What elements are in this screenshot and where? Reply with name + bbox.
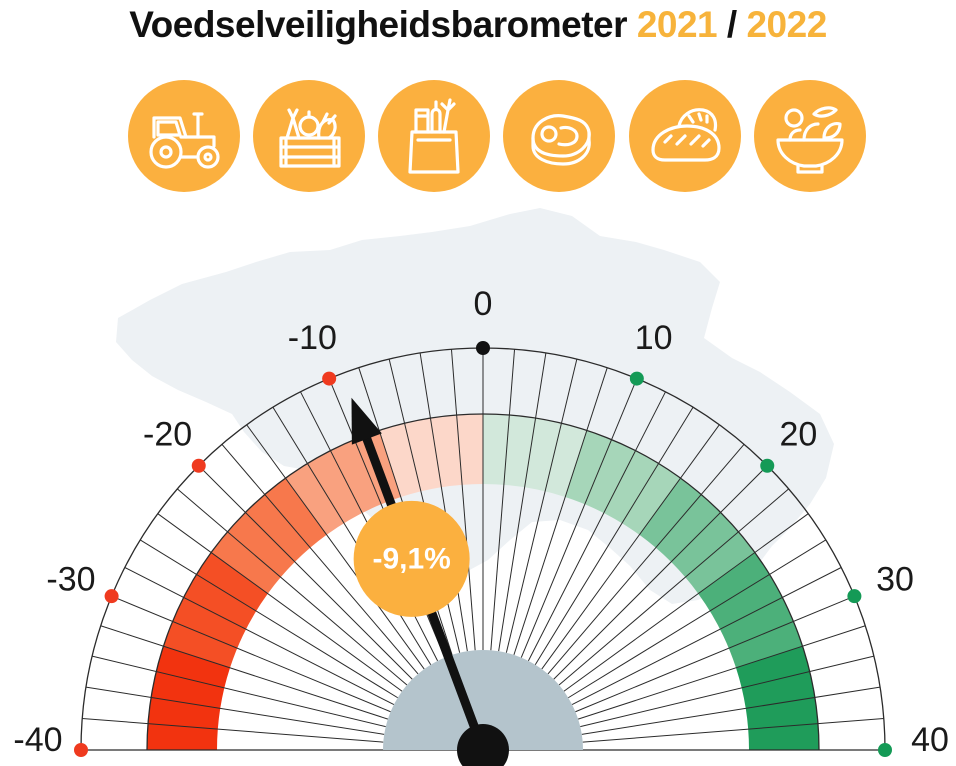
gauge-tick: [577, 625, 866, 720]
gauge-band: [698, 552, 803, 668]
gauge-major-marker: [476, 341, 490, 355]
gauge-tick-labels: -40 -30 -20 -10 0 10 20 30 40: [13, 285, 948, 759]
gauge-hub: [383, 650, 583, 750]
gauge-tick: [82, 717, 384, 743]
gauge-tick: [568, 539, 827, 699]
gauge-major-marker: [191, 458, 206, 473]
value-badge: -9,1%: [353, 500, 470, 617]
bread-icon: [629, 80, 741, 192]
value-badge-label: -9,1%: [372, 542, 450, 575]
gauge-tick: [176, 488, 408, 686]
gauge-tick: [558, 488, 790, 686]
gauge-major-marker: [629, 371, 644, 386]
gauge-tick: [547, 443, 745, 675]
gauge-tick: [505, 358, 578, 653]
gauge-tick: [246, 424, 425, 670]
gauge-tick: [100, 625, 389, 720]
page-title: Voedselveiligheidsbarometer 2021 / 2022: [0, 0, 956, 50]
gauge-band: [483, 414, 587, 498]
gauge-tick-label: -40: [13, 721, 62, 759]
gauge-major-marker: [74, 743, 88, 757]
gauge-tick: [498, 352, 547, 652]
gauge-tick: [541, 424, 720, 670]
gauge-tick: [580, 655, 875, 728]
gauge-tick: [563, 513, 809, 692]
salad-bowl-icon: [754, 80, 866, 192]
gauge-band: [565, 430, 681, 535]
gauge-tick: [527, 391, 666, 662]
gauge-tick: [534, 406, 694, 665]
steak-icon: [503, 80, 615, 192]
gauge-tick-label: 0: [474, 285, 493, 323]
title-year-start: 2021: [636, 4, 718, 45]
gauge-tick: [582, 717, 884, 743]
gauge-major-marker: [760, 458, 775, 473]
gauge-tick: [571, 567, 842, 706]
gauge-tick: [85, 686, 385, 735]
gauge-band: [379, 414, 483, 498]
gauge-tick-label: 40: [911, 721, 949, 759]
gauge-tick: [520, 378, 638, 658]
gauge-tick: [91, 655, 386, 728]
gauge-tick: [111, 595, 391, 713]
value-badge-circle: [353, 500, 470, 617]
grocery-bag-icon: [378, 80, 490, 192]
produce-crate-icon: [253, 80, 365, 192]
gauge-major-markers: [74, 341, 892, 757]
title-year-end: 2022: [746, 4, 827, 45]
gauge-major-marker: [847, 589, 862, 604]
gauge-major-marker: [322, 371, 337, 386]
gauge-tick-label: 30: [876, 560, 914, 598]
gauge-tick-label: -20: [143, 416, 192, 454]
gauge-band: [735, 646, 819, 750]
gauge-ticks: [81, 348, 885, 751]
gauge-tick: [221, 443, 419, 675]
gauge-tick: [575, 595, 855, 713]
gauge-major-marker: [878, 743, 892, 757]
gauge-tick: [272, 406, 432, 665]
tractor-icon: [128, 80, 240, 192]
gauge-tick-label: -10: [288, 319, 337, 357]
title-separator: /: [726, 4, 737, 45]
gauge-tick: [450, 349, 476, 651]
gauge-tick: [198, 465, 413, 680]
needle-arrowhead: [351, 397, 382, 445]
gauge-tick: [513, 367, 608, 656]
title-main: Voedselveiligheidsbarometer: [129, 4, 628, 45]
gauge-tick: [581, 686, 881, 735]
gauge-tick-label: 10: [635, 319, 673, 357]
gauge-tick-label: -30: [46, 560, 95, 598]
gauge-tick: [419, 352, 468, 652]
gauge-tick: [490, 349, 516, 651]
gauge-tick: [139, 539, 398, 699]
gauge-band: [147, 646, 231, 750]
gauge-tick: [157, 513, 403, 692]
needle-pivot: [457, 724, 509, 766]
gauge-band: [163, 552, 268, 668]
gauge-major-marker: [104, 589, 119, 604]
gauge-tick: [124, 567, 395, 706]
gauge-tick-label: 20: [779, 416, 817, 454]
gauge-tick: [553, 465, 768, 680]
